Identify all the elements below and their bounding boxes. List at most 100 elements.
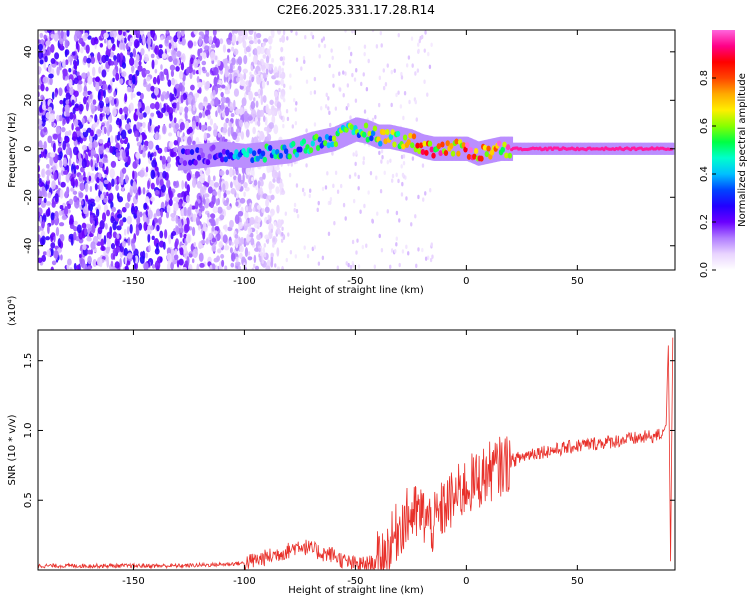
noise-speck: [38, 119, 43, 126]
noise-speck: [201, 173, 206, 179]
noise-speck: [262, 172, 266, 180]
noise-speck: [86, 228, 91, 234]
noise-speck: [207, 125, 212, 132]
noise-speck: [161, 124, 167, 135]
noise-speck: [196, 59, 201, 65]
noise-speck: [43, 34, 47, 40]
noise-speck: [45, 169, 51, 176]
noise-speck: [76, 224, 82, 234]
noise-speck: [328, 110, 331, 116]
noise-speck: [139, 134, 143, 144]
noise-speck: [402, 154, 406, 159]
noise-speck: [235, 261, 241, 267]
noise-speck: [115, 184, 119, 192]
noise-speck: [258, 70, 261, 76]
noise-speck: [288, 172, 292, 178]
noise-speck: [58, 60, 63, 71]
noise-speck: [118, 42, 125, 50]
noise-speck: [198, 36, 203, 47]
ridge-halo: [381, 124, 384, 149]
noise-speck: [46, 249, 52, 257]
noise-speck: [77, 83, 83, 93]
ridge-halo: [336, 125, 339, 150]
noise-speck: [379, 30, 383, 36]
noise-speck: [133, 30, 138, 35]
noise-speck: [281, 226, 284, 231]
noise-speck: [253, 97, 256, 102]
noise-speck: [68, 198, 74, 206]
noise-speck: [383, 170, 386, 176]
noise-speck: [126, 253, 133, 259]
noise-speck: [428, 64, 432, 70]
noise-speck: [301, 187, 305, 193]
noise-speck: [82, 90, 88, 97]
ridge-blob: [449, 143, 454, 150]
noise-speck: [104, 38, 107, 44]
noise-speck: [326, 171, 329, 176]
noise-speck: [129, 57, 135, 66]
noise-speck: [230, 113, 235, 118]
noise-speck: [317, 261, 321, 266]
noise-speck: [83, 263, 88, 270]
noise-speck: [41, 187, 46, 197]
noise-speck: [386, 209, 389, 214]
noise-speck: [124, 113, 128, 121]
noise-speck: [64, 190, 68, 199]
noise-speck: [75, 126, 81, 131]
noise-speck: [237, 35, 243, 44]
noise-speck: [81, 117, 85, 125]
noise-speck: [51, 260, 57, 266]
noise-speck: [173, 139, 178, 146]
noise-speck: [112, 231, 117, 239]
noise-speck: [219, 214, 225, 221]
noise-speck: [354, 98, 358, 103]
noise-speck: [180, 62, 185, 71]
noise-speck: [237, 210, 244, 217]
noise-speck: [100, 238, 105, 248]
noise-speck: [224, 265, 228, 270]
noise-speck: [50, 242, 56, 249]
noise-speck: [99, 161, 103, 168]
noise-speck: [51, 180, 56, 190]
noise-speck: [209, 201, 215, 209]
noise-speck: [212, 206, 219, 214]
ridge-halo: [316, 130, 319, 155]
noise-speck: [269, 66, 272, 71]
noise-speck: [113, 55, 117, 61]
noise-speck: [99, 258, 103, 268]
noise-speck: [260, 74, 263, 79]
noise-speck: [106, 181, 112, 191]
noise-speck: [152, 264, 156, 269]
ridge-blob: [234, 149, 239, 156]
noise-speck: [195, 115, 199, 120]
noise-speck: [171, 49, 177, 60]
noise-speck: [89, 185, 93, 192]
x-tick-label: 0: [463, 276, 469, 287]
noise-speck: [247, 35, 253, 41]
noise-speck: [153, 86, 159, 96]
noise-speck: [65, 92, 72, 100]
noise-speck: [340, 183, 343, 189]
noise-speck: [60, 126, 66, 133]
noise-speck: [194, 201, 199, 210]
noise-speck: [397, 32, 400, 38]
noise-speck: [145, 217, 150, 225]
noise-speck: [243, 110, 248, 121]
ridge-halo: [280, 140, 283, 165]
noise-speck: [329, 197, 333, 202]
noise-speck: [294, 107, 298, 112]
noise-speck: [195, 92, 200, 98]
noise-speck: [177, 201, 183, 209]
noise-speck: [255, 185, 258, 191]
noise-speck: [182, 266, 187, 270]
ridge-halo: [320, 129, 323, 155]
noise-speck: [98, 138, 104, 144]
noise-speck: [205, 80, 211, 90]
noise-speck: [87, 255, 92, 265]
noise-speck: [293, 97, 296, 103]
ridge-halo: [386, 124, 390, 149]
ridge-blob: [291, 140, 296, 147]
noise-speck: [398, 218, 401, 223]
noise-speck: [355, 150, 358, 155]
noise-speck: [351, 239, 355, 245]
